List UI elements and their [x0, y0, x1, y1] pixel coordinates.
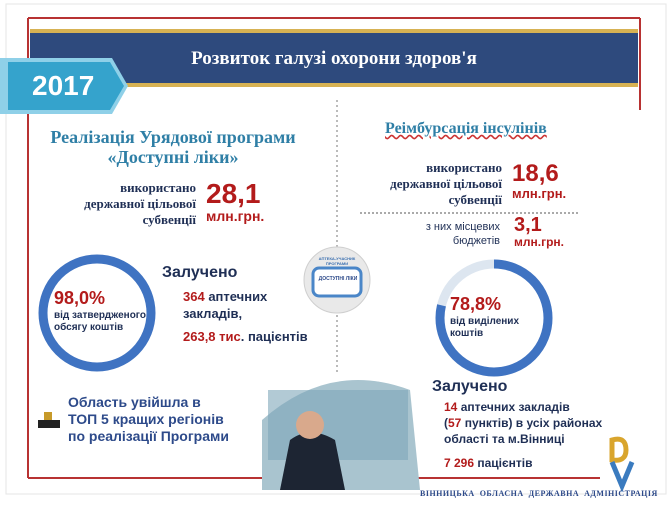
- right-ring-caption: від виділених коштів: [450, 316, 519, 340]
- caption-line: обсягу коштів: [54, 322, 124, 333]
- label-line: бюджетів: [452, 235, 500, 247]
- right-amount: 18,6: [512, 160, 559, 187]
- left-title-line: «Доступні ліки»: [107, 147, 239, 167]
- right-involved: 14 аптечних закладів (57 пунктів) в усіх…: [444, 399, 602, 471]
- right-local-label: з них місцевих бюджетів: [400, 220, 500, 248]
- award-line: по реалізації Програми: [68, 428, 229, 444]
- label-line: субвенції: [142, 212, 196, 227]
- label-line: субвенції: [448, 192, 502, 207]
- right-percent: 78,8%: [450, 294, 502, 314]
- left-involved: 364 аптечних закладів, 263,8 тис. пацієн…: [183, 288, 308, 345]
- logo-name: ДОСТУПНІ ЛІКИ: [318, 276, 358, 282]
- title: Розвиток галузі охорони здоров'я: [191, 48, 477, 69]
- text: пунктів) в усіх районах: [461, 416, 603, 430]
- right-title: Реімбурсація інсулінів: [385, 120, 547, 137]
- left-title: Реалізація Урядової програми «Доступні л…: [38, 127, 308, 167]
- right-local-unit: млн.грн.: [514, 235, 564, 249]
- award-line: Область увійшла в: [68, 394, 201, 410]
- logo-top: АПТЕКА-УЧАСНИК ПРОГРАМИ: [318, 256, 356, 266]
- oda-logo-2: [609, 461, 635, 493]
- text: закладів,: [183, 306, 243, 321]
- left-ring-caption: від затвердженого обсягу коштів: [54, 310, 146, 334]
- caption-line: від виділених: [450, 316, 520, 327]
- footer: ВІННИЦЬКА ОБЛАСНА ДЕРЖАВНА АДМІНІСТРАЦІЯ: [420, 489, 658, 498]
- label-line: використано: [426, 160, 502, 175]
- left-percent: 98,0%: [54, 288, 106, 308]
- left-amount: 28,1: [206, 178, 261, 209]
- left-used-label: використано державної цільової субвенції: [80, 180, 196, 228]
- ring-left: [38, 254, 156, 372]
- trophy: [44, 412, 52, 420]
- text: (: [444, 416, 448, 430]
- caption-line: від затвердженого: [54, 310, 146, 321]
- text: пацієнтів: [474, 456, 533, 470]
- number: 263,8 тис: [183, 329, 241, 344]
- year-badge: [8, 62, 124, 110]
- photo-person: [280, 432, 345, 490]
- logo-frame: [311, 266, 363, 298]
- number: 14: [444, 400, 458, 414]
- award-line: ТОП 5 кращих регіонів: [68, 411, 224, 427]
- text: області та м.Вінниці: [444, 432, 565, 446]
- number: 364: [183, 289, 205, 304]
- text: аптечних: [204, 289, 268, 304]
- number: 57: [448, 416, 462, 430]
- label-line: державної цільової: [84, 196, 196, 211]
- number: 7 296: [444, 456, 475, 470]
- award: Область увійшла в ТОП 5 кращих регіонів …: [68, 394, 229, 445]
- photo-face: [296, 411, 324, 439]
- text: . пацієнтів: [240, 329, 308, 344]
- text: аптечних закладів: [457, 400, 570, 414]
- label-line: використано: [120, 180, 196, 195]
- ring-right-arc: [435, 259, 553, 377]
- caption-line: коштів: [450, 328, 484, 339]
- label-line: державної цільової: [390, 176, 502, 191]
- right-used-label: використано державної цільової субвенції: [352, 160, 502, 208]
- left-unit: млн.грн.: [206, 208, 265, 224]
- year: 2017: [32, 70, 95, 101]
- right-involved-title: Залучено: [432, 378, 508, 395]
- left-involved-title: Залучено: [162, 264, 238, 281]
- left-title-line: Реалізація Урядової програми: [50, 127, 296, 147]
- right-unit: млн.грн.: [512, 186, 567, 201]
- header-bar: [30, 33, 638, 83]
- outer-frame: [5, 3, 667, 495]
- podium: [38, 420, 60, 428]
- oda-logo: [609, 436, 629, 463]
- label-line: з них місцевих: [425, 221, 500, 233]
- right-local-amount: 3,1: [514, 214, 542, 236]
